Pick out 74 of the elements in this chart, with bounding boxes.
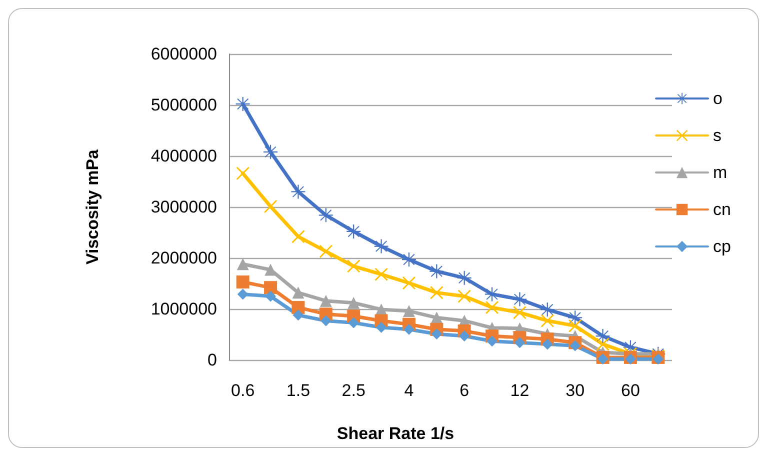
point [485,287,500,302]
point [624,353,636,364]
point [568,319,582,332]
x-tick-label: 2.5 [342,381,366,400]
point [292,230,305,244]
point [540,314,554,328]
x-tick-label: 30 [566,381,585,400]
point [596,338,610,351]
point [320,294,332,307]
point [236,166,250,180]
point [403,324,414,335]
legend-label: o [713,89,723,108]
point [292,286,304,299]
point [320,315,332,326]
legend-label: m [713,163,728,182]
point [402,252,416,267]
point [431,328,442,340]
x-tick-label: 1.5 [286,381,310,400]
x-tick-label: 6 [460,381,470,400]
legend-label: cp [713,237,732,256]
point [514,337,526,348]
point [486,336,498,347]
point [318,208,333,222]
point [264,281,278,294]
point [486,300,499,314]
legend-label: cn [713,200,732,219]
point [430,264,444,278]
point [264,200,278,213]
point [652,353,664,364]
point [430,286,444,300]
point [348,296,360,309]
point [265,290,276,302]
point [264,144,278,159]
point [402,305,415,318]
point [319,244,332,258]
point [402,276,416,290]
point [596,329,610,344]
point [512,292,527,306]
y-tick-label: 1000000 [150,300,217,318]
point [570,340,581,352]
y-tick-label: 0 [208,350,217,370]
point [568,310,582,325]
point [347,260,360,273]
point [457,270,472,285]
y-tick-label: 2000000 [150,248,217,268]
point [376,322,387,333]
point [348,317,360,328]
point [540,302,554,317]
point [542,338,553,350]
point [374,239,388,254]
point [513,306,526,320]
x-tick-label: 60 [621,381,640,400]
y-tick-label: 6000000 [150,44,217,64]
point [292,310,304,321]
point [236,96,250,111]
legend-label: s [713,126,722,145]
point [346,224,361,238]
point [458,330,470,342]
x-axis-title: Shear Rate 1/s [336,424,454,443]
point [236,275,250,288]
point [458,290,471,303]
point [597,353,608,364]
point [236,258,249,270]
y-axis-title: Viscosity mPa [83,148,102,264]
y-tick-label: 4000000 [150,146,217,166]
x-tick-label: 0.6 [231,381,255,400]
point [291,184,306,199]
x-tick-label: 4 [404,381,414,400]
x-tick-label: 12 [510,381,530,400]
y-tick-label: 3000000 [150,198,217,216]
y-tick-label: 5000000 [150,96,217,114]
point [374,268,388,281]
point [264,264,277,276]
point [237,288,248,300]
